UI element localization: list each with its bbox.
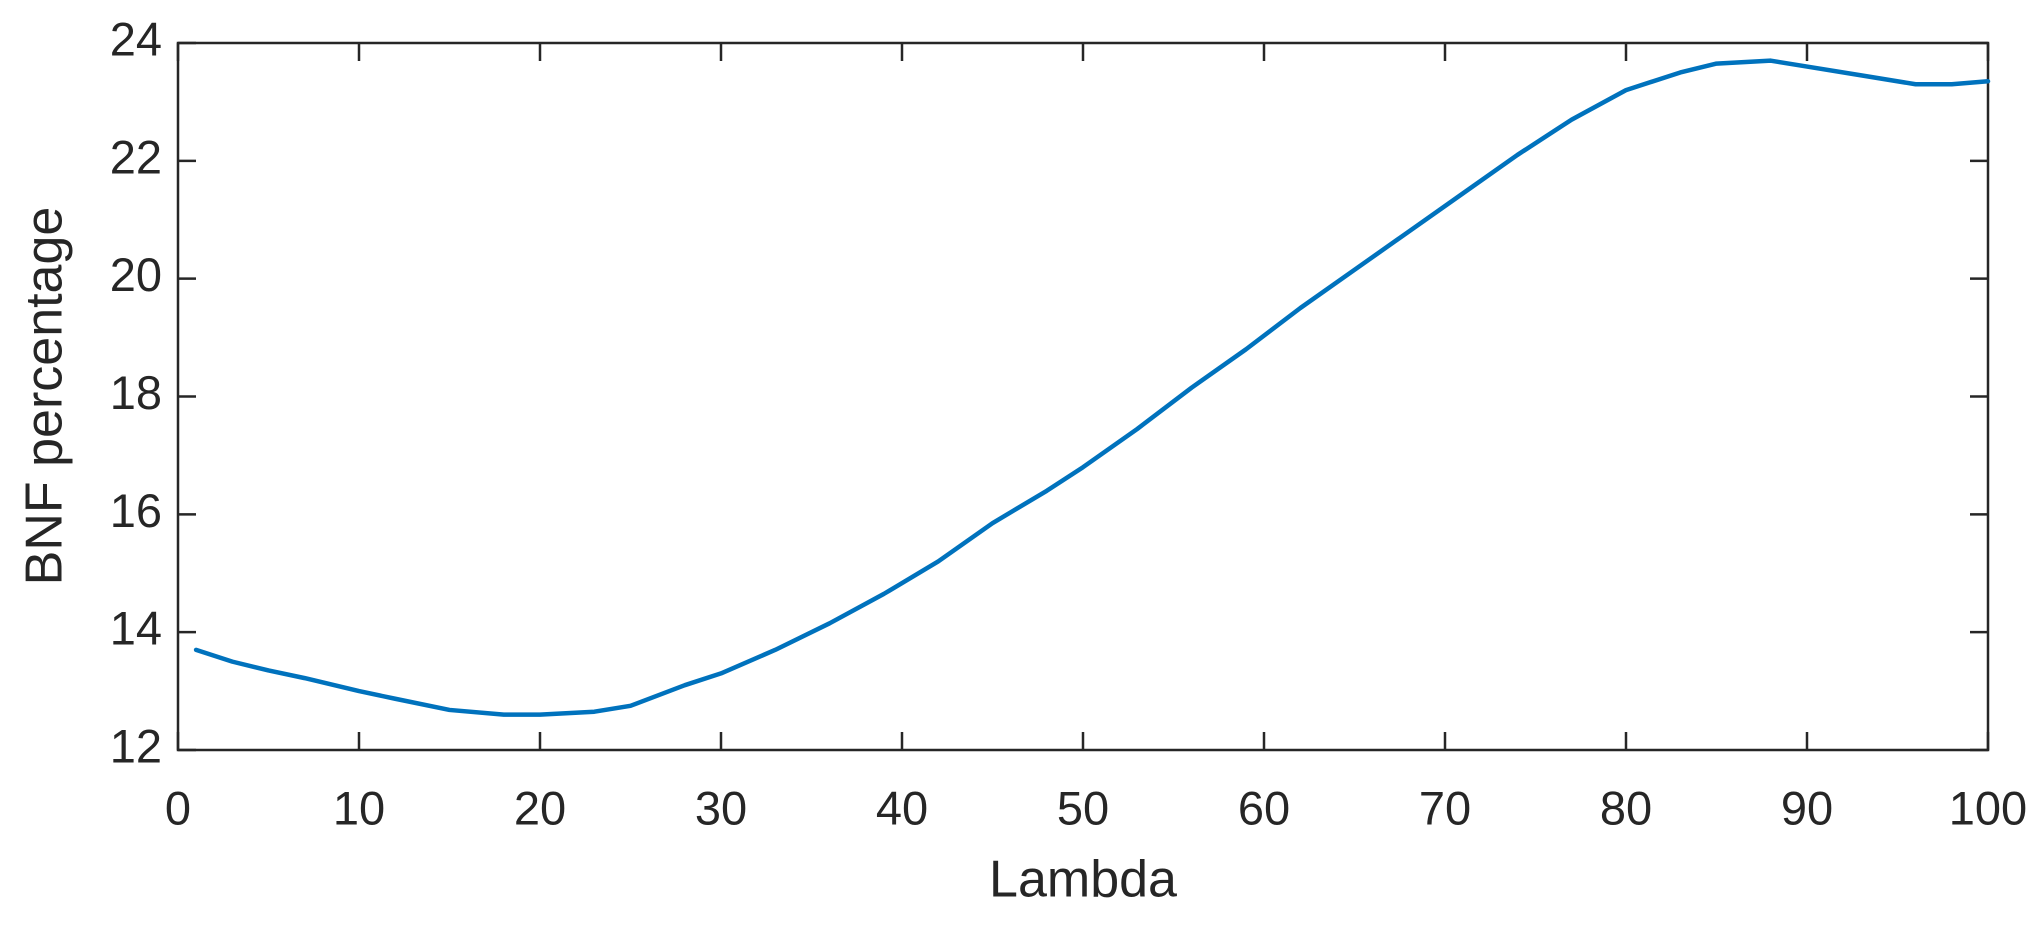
x-tick-label: 90 <box>1781 781 1833 834</box>
x-axis-label: Lambda <box>989 851 1177 909</box>
x-tick-label: 30 <box>695 781 747 834</box>
x-tick-label: 70 <box>1419 781 1471 834</box>
plot-frame <box>176 41 1990 752</box>
y-tick-label: 12 <box>110 719 162 772</box>
x-tick-label: 40 <box>876 781 928 834</box>
y-tick-label: 20 <box>110 248 162 301</box>
y-tick-label: 16 <box>110 484 162 537</box>
x-tick-label: 100 <box>1949 781 2027 834</box>
x-tick-label: 10 <box>333 781 385 834</box>
y-tick-label: 18 <box>110 366 162 419</box>
y-tick-label: 24 <box>110 12 162 65</box>
x-tick-label: 50 <box>1057 781 1109 834</box>
y-tick-label: 22 <box>110 130 162 183</box>
y-axis-label: BNF percentage <box>16 207 74 586</box>
data-line <box>193 58 1991 717</box>
x-tick-label: 0 <box>165 781 191 834</box>
x-tick-label: 80 <box>1600 781 1652 834</box>
x-tick-label: 60 <box>1238 781 1290 834</box>
y-tick-label: 14 <box>110 602 162 655</box>
x-tick-label: 20 <box>514 781 566 834</box>
